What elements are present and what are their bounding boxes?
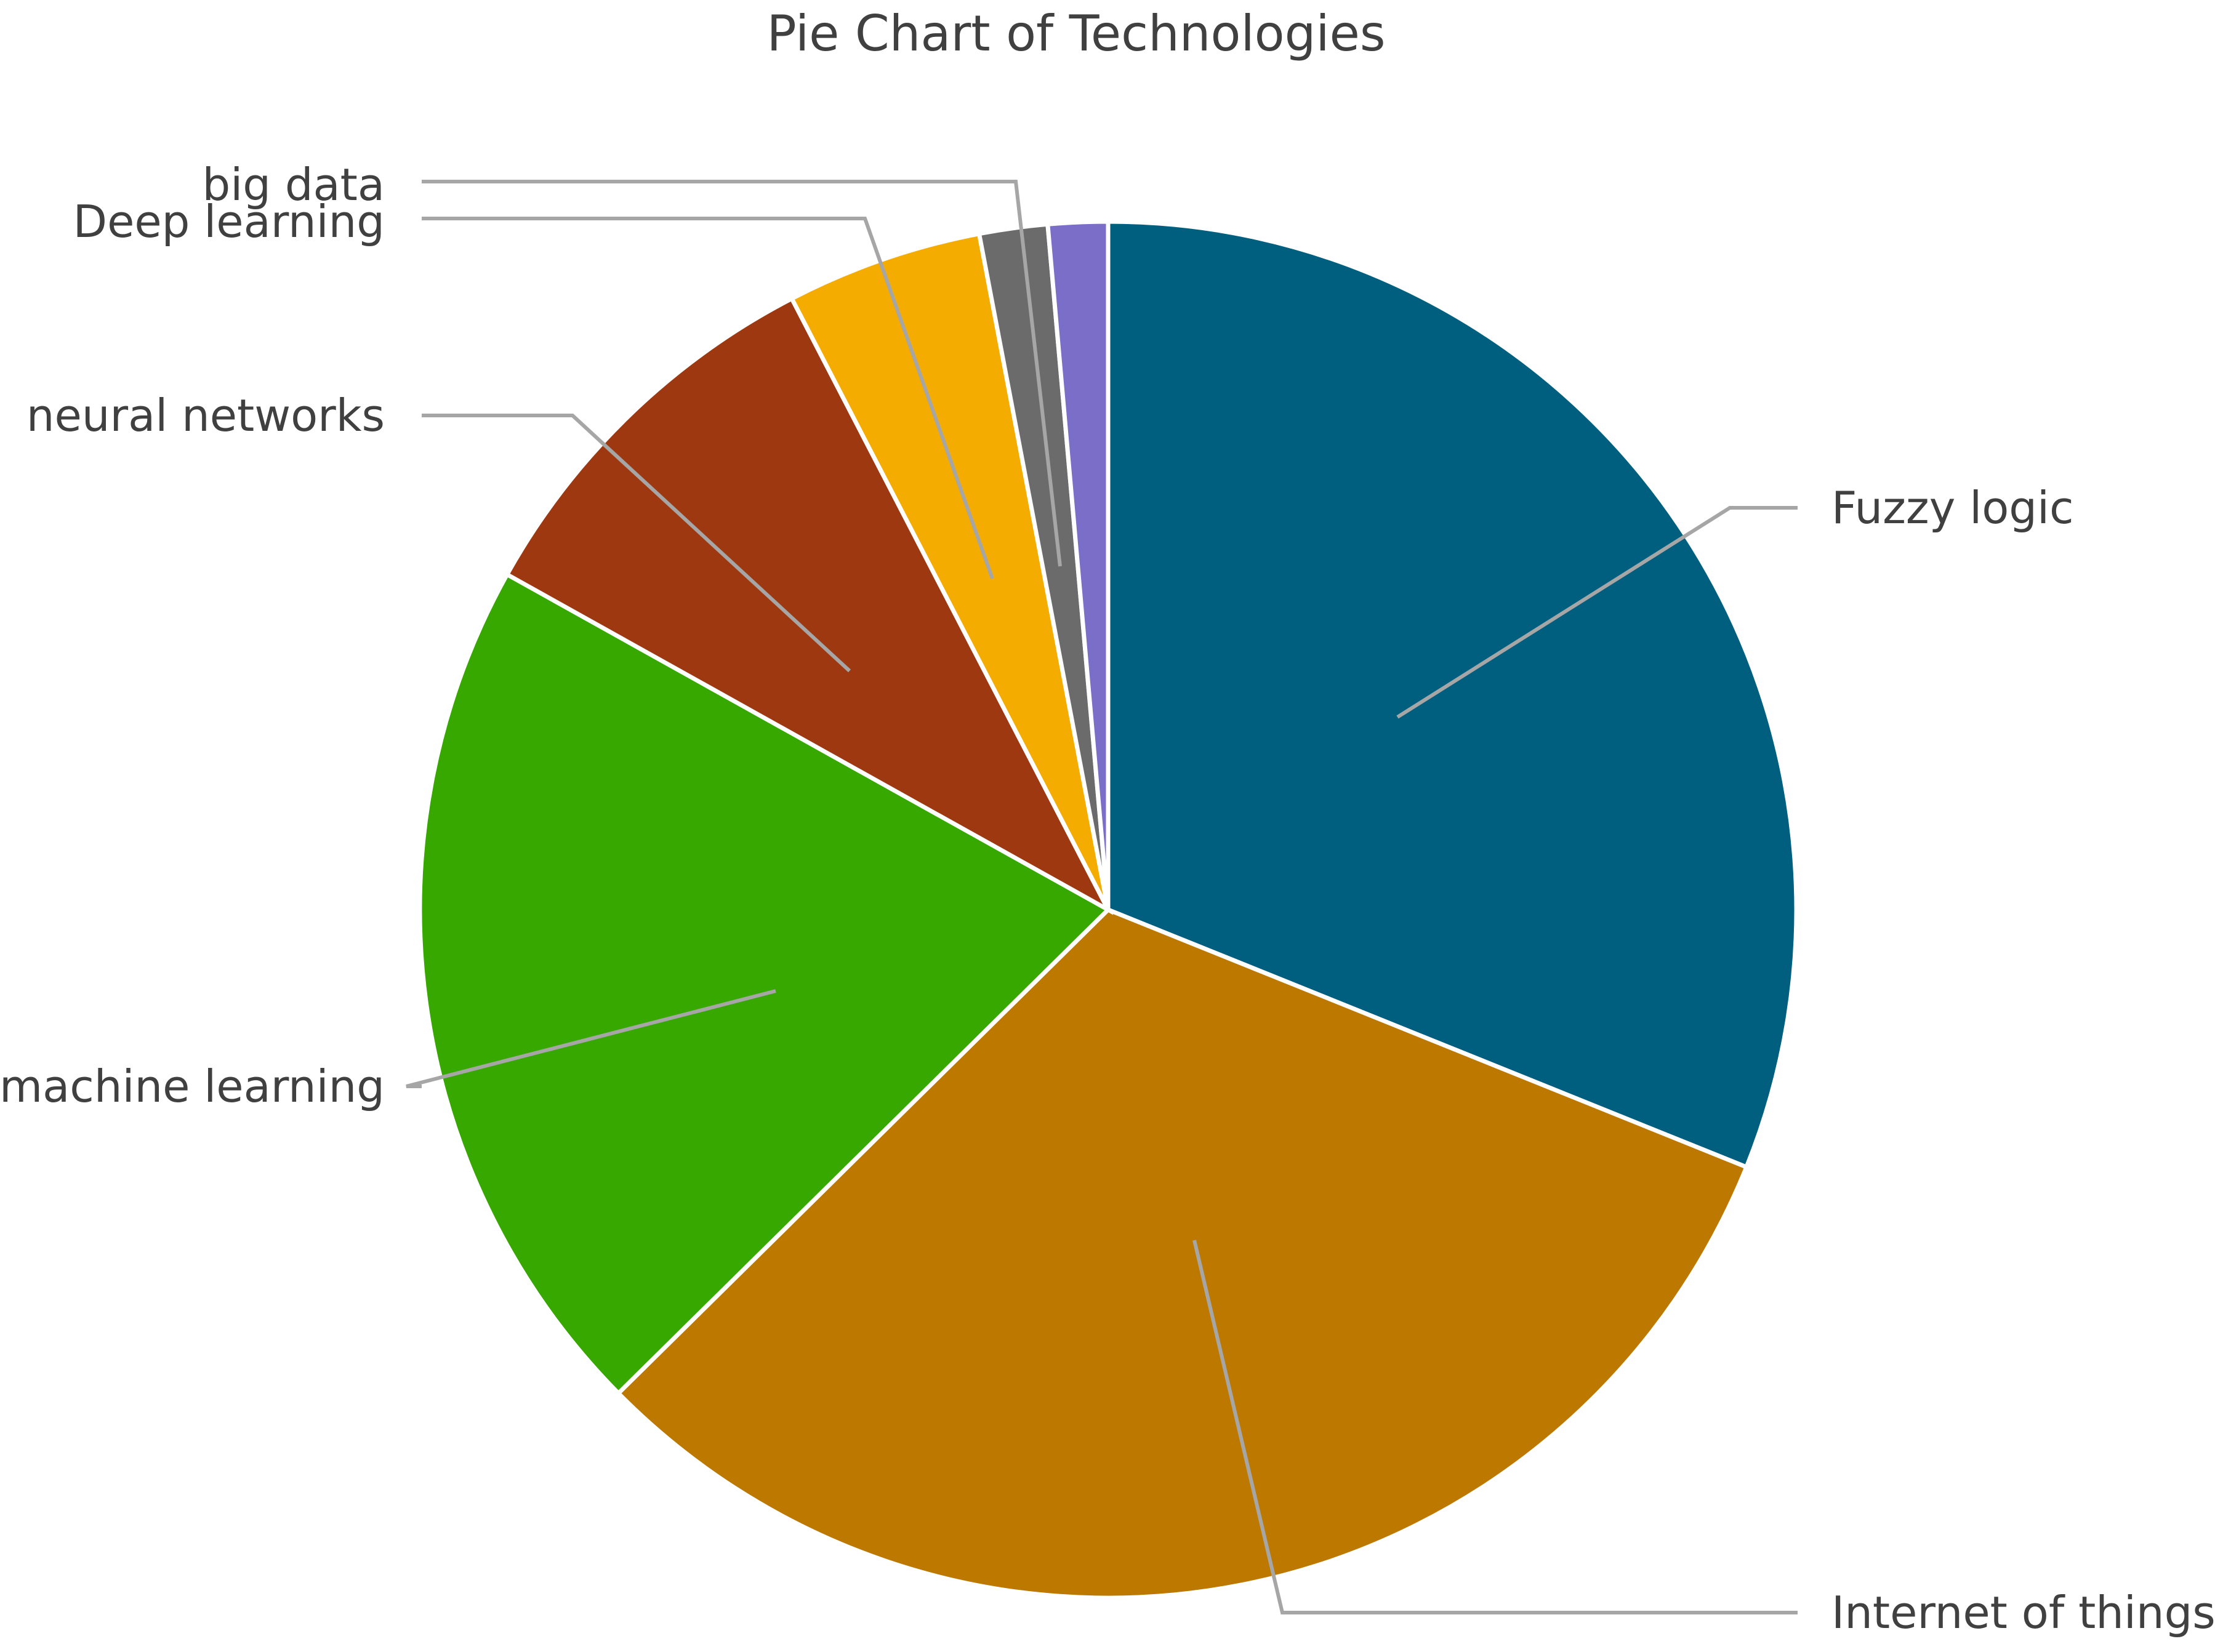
pie-slice-internet-of-things[interactable] [615, 907, 1750, 1600]
leader-line-internet-of-things [1192, 1240, 1798, 1614]
slice-label-big-data: big data [203, 159, 385, 211]
pie-slice-unlabeled[interactable] [1045, 219, 1111, 910]
slice-label-fuzzy-logic: Fuzzy logic [1831, 482, 2074, 534]
pie-slice-neural-networks[interactable] [504, 295, 1114, 915]
leader-lines [406, 180, 1798, 1614]
slice-label-deep-learning: Deep learning [73, 196, 385, 247]
pie-slice-fuzzy-logic[interactable] [1106, 219, 1799, 1170]
leader-line-big-data [422, 180, 1062, 567]
leader-line-machine-learning [406, 989, 776, 1088]
pie-slice-deep-learning[interactable] [789, 231, 1111, 911]
pie-slices [417, 219, 1799, 1600]
leader-line-neural-networks [422, 414, 851, 673]
slice-label-internet-of-things: Internet of things [1831, 1587, 2215, 1638]
chart-title: Pie Chart of Technologies [766, 5, 1385, 62]
leader-line-deep-learning [422, 217, 994, 580]
slice-label-neural-networks: neural networks [26, 390, 385, 441]
pie-slice-machine-learning[interactable] [417, 571, 1112, 1397]
leader-line-fuzzy-logic [1396, 506, 1798, 719]
slice-labels: Fuzzy logic Internet of things machine lea… [0, 159, 2215, 1638]
slice-label-machine-learning: machine learning [0, 1061, 385, 1112]
